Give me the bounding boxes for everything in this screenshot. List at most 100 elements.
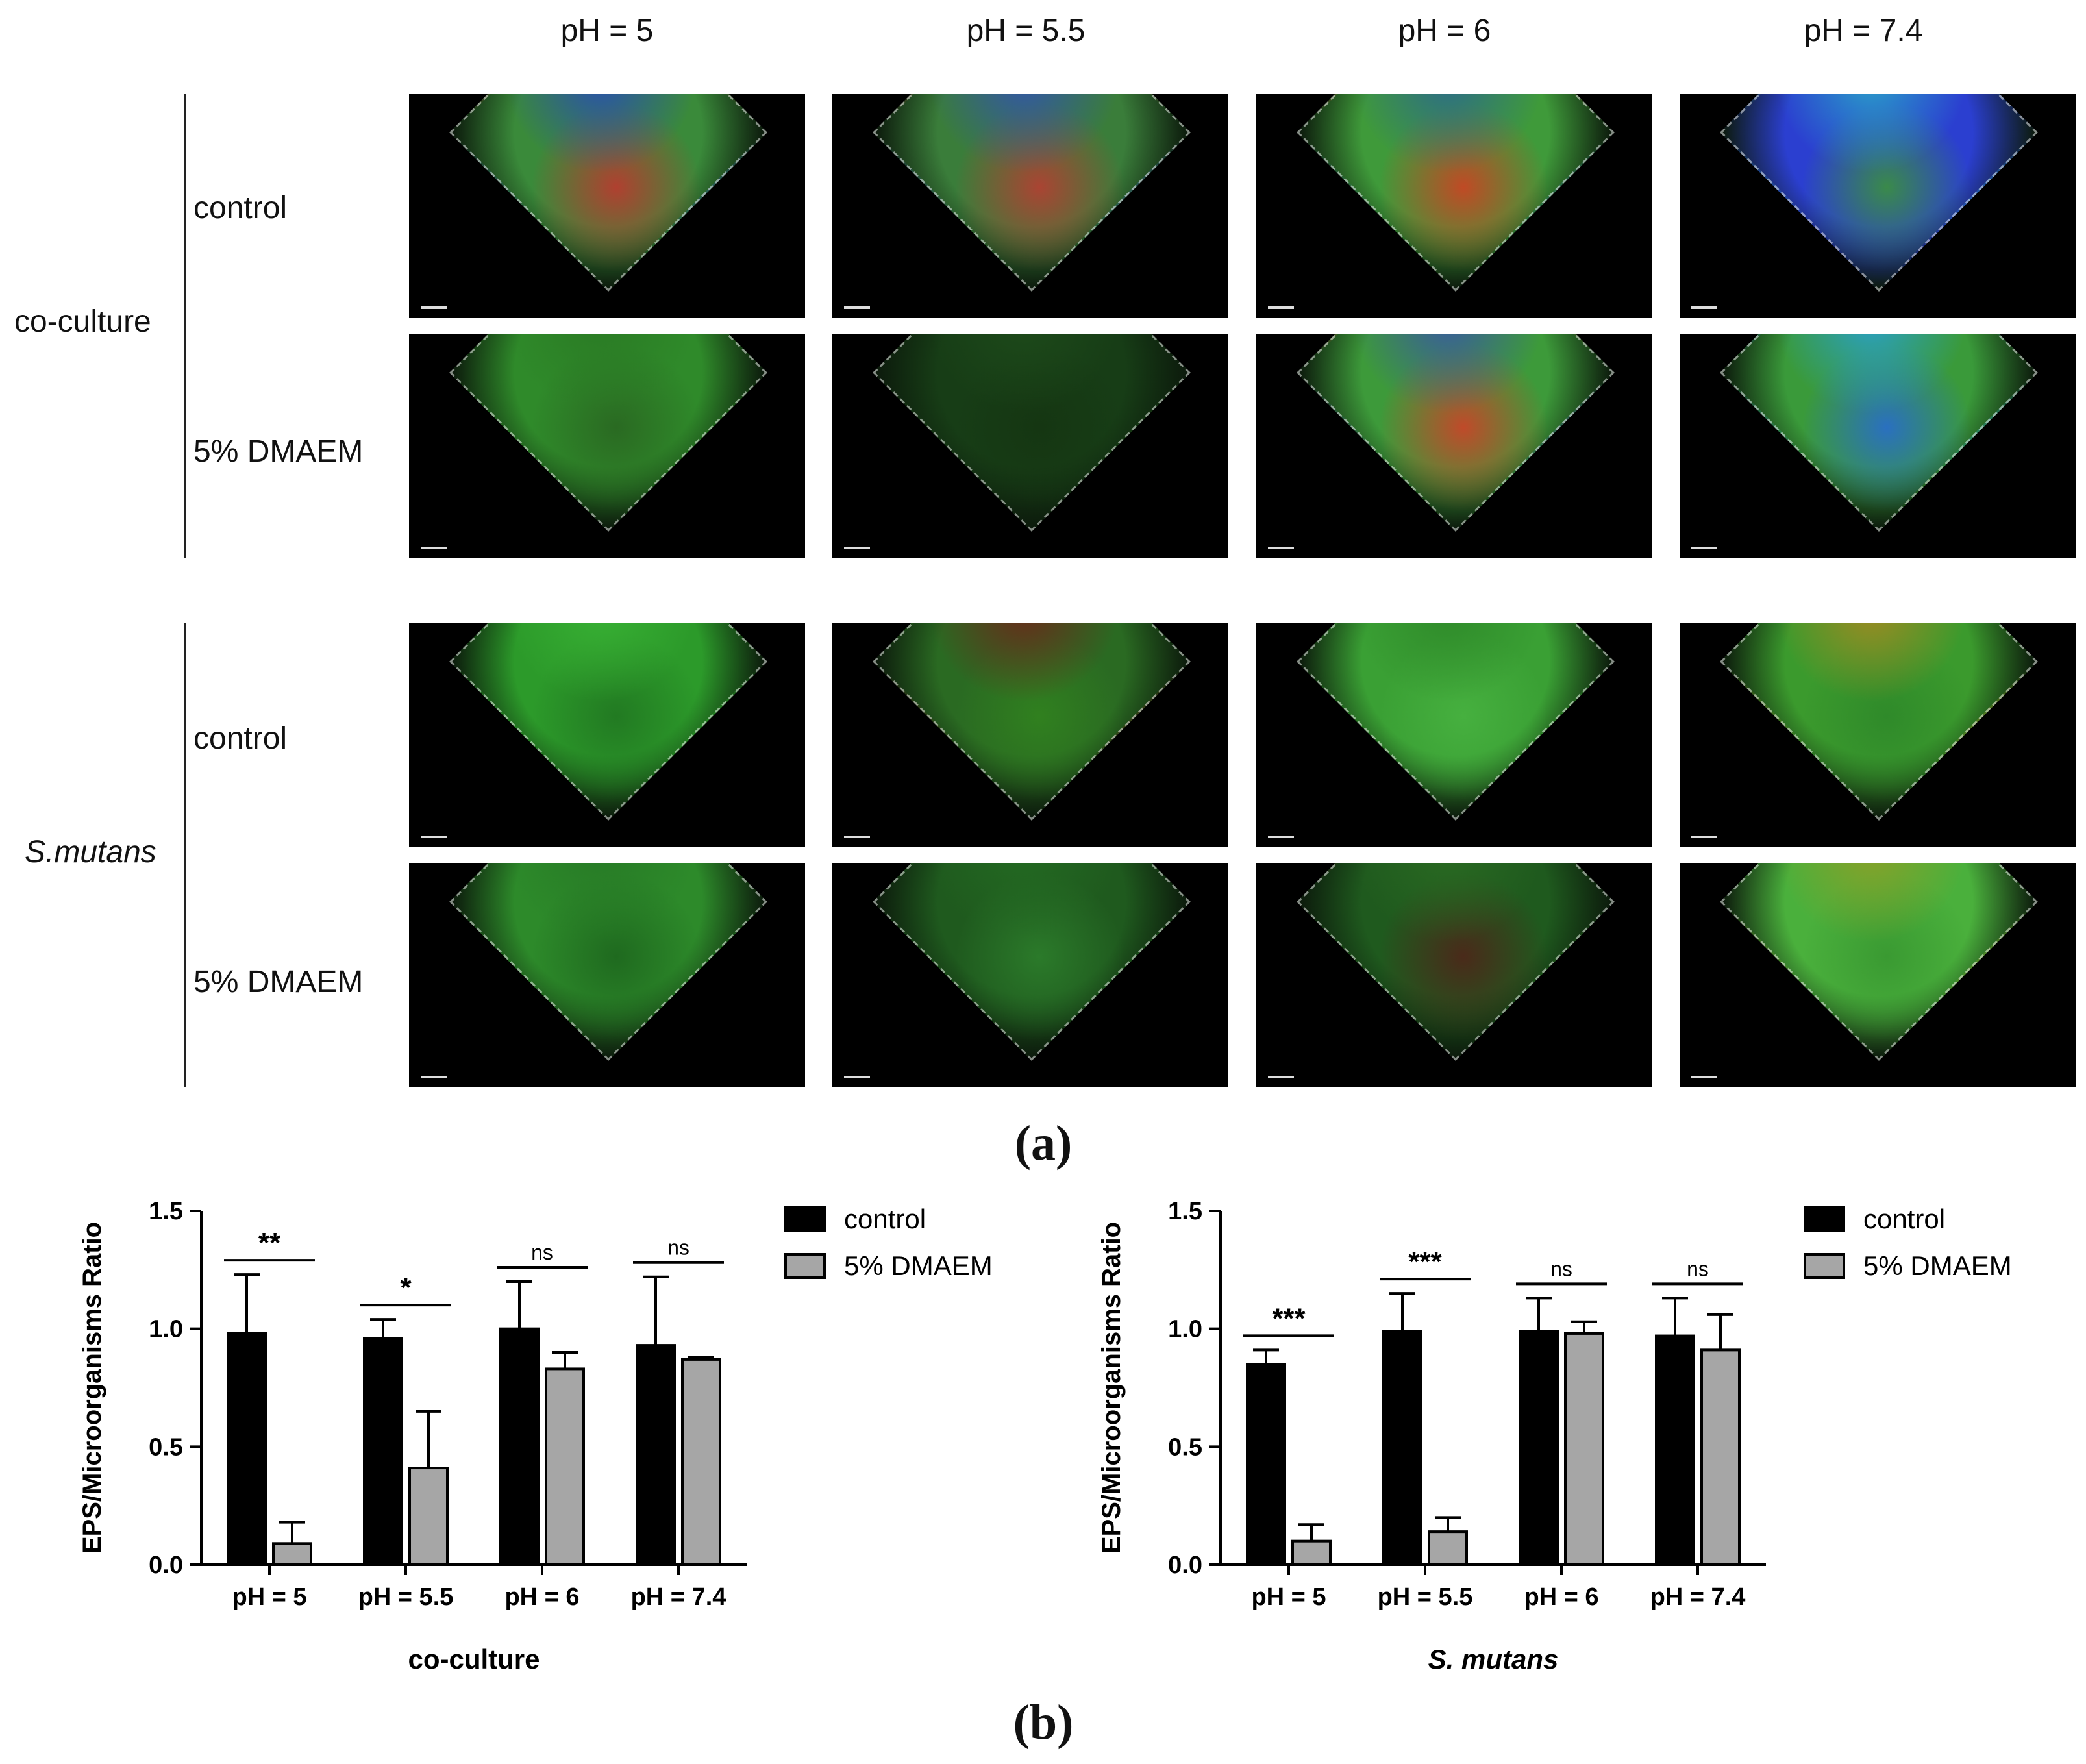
scale-bar	[844, 836, 870, 838]
x-tick-label: pH = 7.4	[1650, 1584, 1746, 1611]
row-label-control: control	[193, 721, 288, 756]
legend-swatch-control	[784, 1206, 826, 1232]
microscopy-panel	[1680, 623, 2076, 847]
microscopy-panel	[1680, 94, 2076, 318]
bar-control	[1655, 1334, 1695, 1566]
scale-bar	[844, 306, 870, 309]
scale-bar	[1268, 836, 1294, 838]
scale-bar	[1691, 836, 1717, 838]
group-label-s-mutans: S.mutans	[25, 835, 156, 869]
figure-caption-b: (b)	[1013, 1695, 1074, 1750]
legend-swatch-dmaem	[1804, 1253, 1845, 1279]
y-tick-label: 0.5	[149, 1434, 183, 1461]
group-divider-co-culture	[184, 94, 186, 558]
scale-bar	[1268, 1076, 1294, 1078]
legend-label-dmaem: 5% DMAEM	[1863, 1250, 2012, 1281]
y-axis-label: EPS/Microorganisms Ratio	[1097, 1222, 1126, 1554]
microscopy-panel	[409, 623, 805, 847]
bar-control	[636, 1344, 676, 1566]
bar-dmaem	[681, 1358, 721, 1566]
biofilm-image	[873, 863, 1191, 1061]
biofilm-image	[873, 334, 1191, 532]
microscopy-panel	[1256, 94, 1652, 318]
significance-label: ns	[1687, 1257, 1709, 1280]
biofilm-image	[449, 623, 767, 821]
bar-control	[227, 1332, 267, 1567]
biofilm-image	[1720, 94, 2038, 292]
x-tick-label: pH = 6	[1524, 1584, 1598, 1611]
y-axis-label: EPS/Microorganisms Ratio	[78, 1222, 106, 1554]
biofilm-image	[1297, 334, 1615, 532]
column-header-ph5: pH = 5	[560, 14, 654, 48]
bar-control	[1382, 1330, 1422, 1567]
bar-dmaem	[272, 1542, 312, 1566]
biofilm-image	[1720, 623, 2038, 821]
bar-chart-s-mutans: 0.0 0.5 1.0 1.5 EPS/Microorganisms Ratio pH =…	[1097, 1198, 2012, 1674]
legend-label-dmaem: 5% DMAEM	[844, 1250, 993, 1281]
biofilm-image	[1297, 623, 1615, 821]
microscopy-panel	[1256, 334, 1652, 558]
microscopy-panel	[409, 334, 805, 558]
bar-dmaem	[1700, 1348, 1741, 1566]
significance-label: ns	[667, 1236, 689, 1260]
legend-label-control: control	[1863, 1204, 1945, 1234]
microscopy-panel	[832, 94, 1228, 318]
microscopy-panel	[832, 334, 1228, 558]
x-tick-label: pH = 5	[1251, 1584, 1326, 1611]
legend-swatch-control	[1804, 1206, 1845, 1232]
legend-label-control: control	[844, 1204, 926, 1234]
bar-dmaem	[1428, 1530, 1468, 1567]
significance-label: *	[400, 1272, 412, 1304]
microscopy-panel	[832, 863, 1228, 1087]
y-tick-label: 1.0	[149, 1316, 183, 1343]
scale-bar	[421, 306, 447, 309]
row-label-dmaem: 5% DMAEM	[193, 434, 364, 469]
scale-bar	[1268, 547, 1294, 549]
x-tick-label: pH = 5.5	[358, 1584, 454, 1611]
significance-label: ns	[1550, 1257, 1572, 1280]
y-tick-label: 1.0	[1168, 1316, 1202, 1343]
row-label-dmaem: 5% DMAEM	[193, 965, 364, 999]
legend-swatch-dmaem	[784, 1253, 826, 1279]
x-tick-label: pH = 5.5	[1378, 1584, 1473, 1611]
bar-control	[1519, 1330, 1559, 1567]
scale-bar	[844, 547, 870, 549]
significance-label: **	[258, 1227, 281, 1259]
x-axis-label: S. mutans	[1428, 1644, 1559, 1674]
scale-bar	[421, 836, 447, 838]
microscopy-panel	[409, 94, 805, 318]
scale-bar	[421, 1076, 447, 1078]
scale-bar	[1268, 306, 1294, 309]
biofilm-image	[449, 334, 767, 532]
group-label-co-culture: co-culture	[14, 304, 151, 339]
scale-bar	[1691, 306, 1717, 309]
significance-label: ns	[531, 1241, 553, 1264]
scale-bar	[421, 547, 447, 549]
bar-chart-co-culture: 0.0 0.5 1.0 1.5 EPS/Microorganisms Ratio pH =…	[78, 1198, 993, 1674]
x-tick-label: pH = 6	[504, 1584, 579, 1611]
bar-dmaem	[545, 1367, 585, 1566]
y-tick-label: 1.5	[1168, 1198, 1202, 1225]
biofilm-image	[449, 94, 767, 292]
biofilm-image	[1720, 863, 2038, 1061]
figure-caption-a: (a)	[1014, 1116, 1073, 1171]
y-tick-label: 1.5	[149, 1198, 183, 1225]
column-header-ph5-5: pH = 5.5	[966, 14, 1086, 48]
y-tick-label: 0.0	[149, 1552, 183, 1579]
group-divider-s-mutans	[184, 623, 186, 1087]
bar-control	[1246, 1363, 1286, 1566]
biofilm-image	[1297, 863, 1615, 1061]
microscopy-panel	[409, 863, 805, 1087]
biofilm-image	[873, 623, 1191, 821]
biofilm-image	[1297, 94, 1615, 292]
scale-bar	[844, 1076, 870, 1078]
bar-dmaem	[1291, 1539, 1332, 1567]
biofilm-image	[1720, 334, 2038, 532]
bar-dmaem	[408, 1467, 449, 1566]
y-tick-label: 0.0	[1168, 1552, 1202, 1579]
column-header-ph6: pH = 6	[1398, 14, 1491, 48]
x-tick-label: pH = 7.4	[631, 1584, 726, 1611]
x-tick-label: pH = 5	[232, 1584, 306, 1611]
scale-bar	[1691, 1076, 1717, 1078]
bar-dmaem	[1564, 1332, 1604, 1567]
